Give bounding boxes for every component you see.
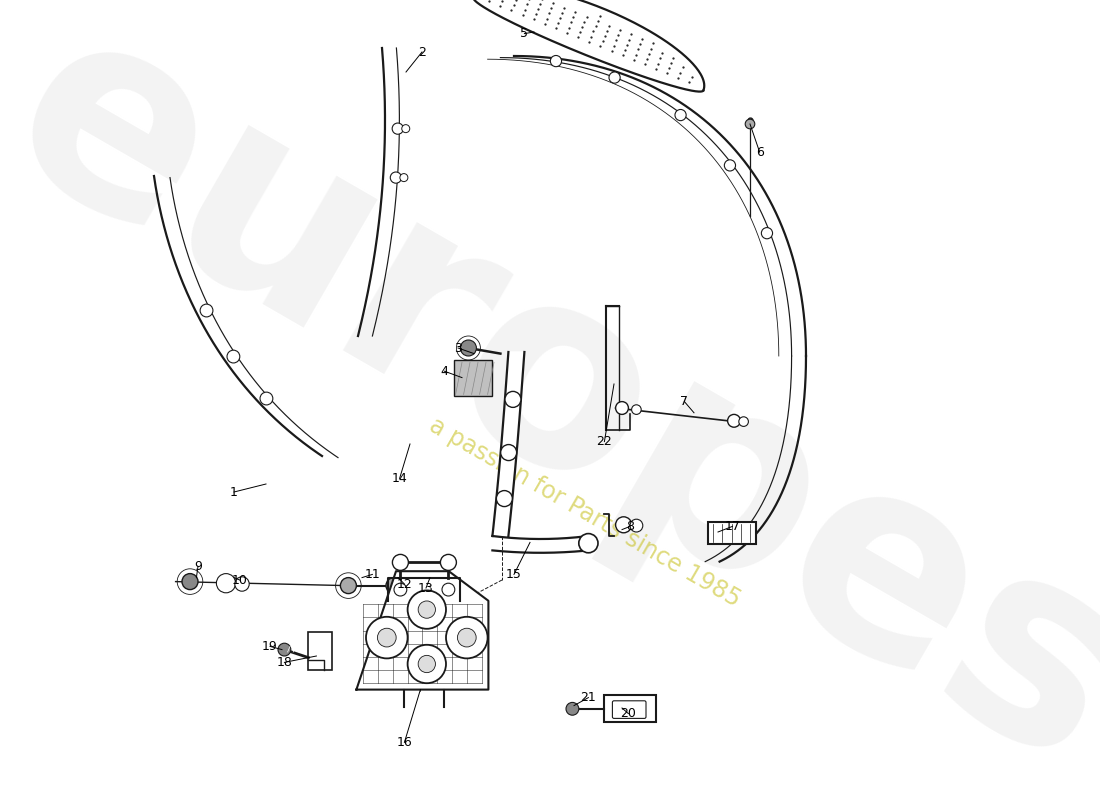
Circle shape	[366, 617, 408, 658]
Circle shape	[727, 414, 740, 427]
Circle shape	[393, 123, 404, 134]
Circle shape	[418, 601, 436, 618]
Circle shape	[724, 160, 736, 171]
Circle shape	[440, 554, 456, 570]
Circle shape	[418, 655, 436, 673]
Text: 1: 1	[230, 486, 238, 498]
Circle shape	[446, 617, 487, 658]
Text: 19: 19	[262, 640, 278, 653]
Circle shape	[408, 645, 446, 683]
Circle shape	[505, 391, 521, 407]
Circle shape	[631, 405, 641, 414]
Text: 11: 11	[364, 568, 381, 581]
Circle shape	[461, 340, 476, 356]
Circle shape	[217, 574, 235, 593]
Circle shape	[630, 519, 642, 532]
Bar	[708, 522, 757, 544]
Text: 6: 6	[756, 146, 763, 158]
Circle shape	[278, 643, 290, 656]
Circle shape	[417, 579, 430, 592]
Bar	[604, 695, 657, 722]
Text: 3: 3	[454, 342, 462, 354]
Circle shape	[761, 227, 772, 238]
Text: 22: 22	[596, 435, 613, 448]
Text: 20: 20	[620, 707, 636, 720]
Text: 12: 12	[396, 578, 412, 590]
Text: 14: 14	[392, 472, 407, 485]
Circle shape	[566, 702, 579, 715]
Text: 17: 17	[725, 520, 740, 533]
Circle shape	[400, 174, 408, 182]
Circle shape	[579, 534, 598, 553]
Circle shape	[675, 110, 686, 121]
Circle shape	[200, 304, 213, 317]
Circle shape	[408, 590, 446, 629]
Bar	[308, 632, 332, 670]
Circle shape	[399, 579, 412, 592]
Circle shape	[496, 490, 513, 506]
Circle shape	[386, 578, 402, 594]
Circle shape	[428, 580, 440, 591]
Circle shape	[182, 574, 198, 590]
Circle shape	[500, 445, 517, 461]
Text: 13: 13	[418, 582, 433, 594]
Circle shape	[458, 628, 476, 647]
Text: 15: 15	[506, 568, 521, 581]
Circle shape	[550, 55, 562, 66]
Text: 8: 8	[626, 520, 634, 533]
Circle shape	[402, 125, 410, 133]
Polygon shape	[356, 571, 488, 690]
Text: 5: 5	[520, 27, 528, 40]
Text: 2: 2	[418, 46, 426, 58]
Circle shape	[260, 392, 273, 405]
Bar	[454, 360, 493, 396]
Polygon shape	[473, 0, 704, 91]
Circle shape	[609, 72, 620, 83]
Text: 21: 21	[581, 691, 596, 704]
Circle shape	[227, 350, 240, 363]
Circle shape	[390, 172, 402, 183]
Circle shape	[616, 517, 631, 533]
Polygon shape	[493, 536, 588, 553]
Circle shape	[393, 554, 408, 570]
Text: 16: 16	[396, 736, 412, 749]
Text: 18: 18	[276, 656, 293, 669]
Circle shape	[394, 583, 407, 596]
Circle shape	[377, 628, 396, 647]
Circle shape	[616, 402, 628, 414]
Text: 10: 10	[232, 574, 248, 586]
Text: 7: 7	[681, 395, 689, 408]
Circle shape	[234, 577, 250, 591]
Circle shape	[739, 417, 748, 426]
Circle shape	[442, 583, 454, 596]
Circle shape	[745, 119, 755, 129]
Text: 4: 4	[440, 365, 449, 378]
Circle shape	[340, 578, 356, 594]
Text: a passion for Parts since 1985: a passion for Parts since 1985	[426, 413, 745, 611]
Polygon shape	[493, 352, 525, 536]
Text: 9: 9	[194, 560, 202, 573]
